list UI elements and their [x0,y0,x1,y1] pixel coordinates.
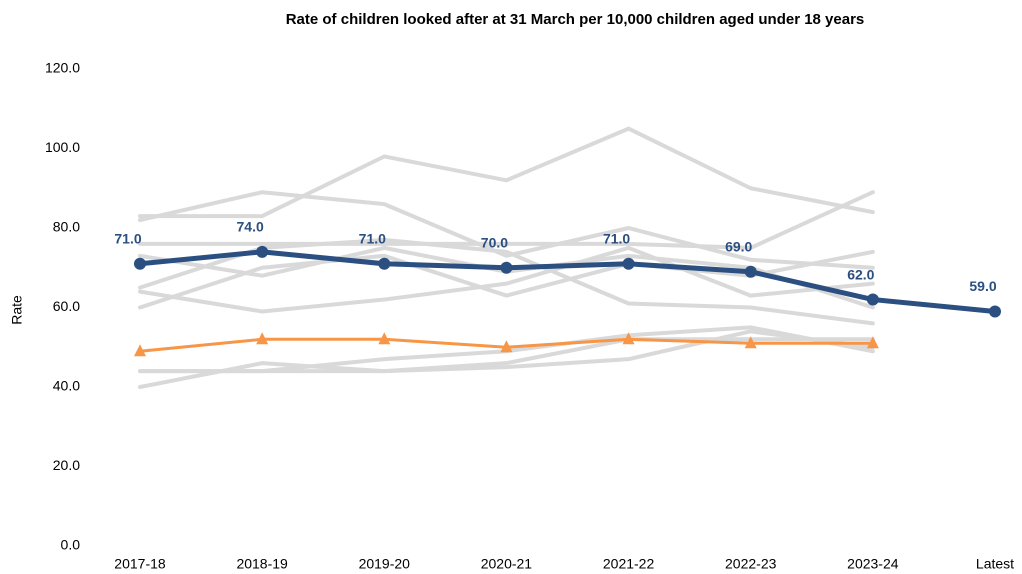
point [989,305,1001,318]
point [500,340,513,353]
data-label: 62.0 [847,266,874,282]
point [500,261,513,274]
series-line [137,249,998,314]
x-tick-label: 2017-18 [114,556,166,572]
point [744,336,757,349]
point [622,257,635,270]
point [256,245,269,258]
x-tick-label: 2021-22 [603,556,655,572]
x-tick-label: Latest [976,556,1014,572]
point [622,332,635,345]
point [866,293,879,306]
data-label: 71.0 [603,230,630,246]
chart-title: Rate of children looked after at 31 Marc… [286,11,865,28]
y-tick-label: 100.0 [45,139,80,155]
background-line [138,190,875,250]
y-tick-label: 60.0 [53,298,80,314]
background-line [138,126,875,219]
y-tick-label: 40.0 [53,378,80,394]
background-line [138,329,875,389]
point [378,332,391,345]
point [134,257,146,270]
data-label: 71.0 [359,230,386,246]
data-label: 70.0 [481,234,508,250]
background-line [138,190,875,270]
x-tick-label: 2019-20 [359,556,411,572]
x-tick-label: 2020-21 [481,556,533,572]
y-tick-label: 120.0 [45,60,80,76]
point [866,336,879,349]
point [256,332,269,345]
x-tick-label: 2018-19 [236,556,288,572]
y-tick-label: 80.0 [53,219,80,235]
x-tick-label: 2022-23 [725,556,777,572]
point [134,344,146,357]
point [744,265,757,278]
data-label: 59.0 [969,278,996,294]
data-label: 74.0 [237,219,264,235]
y-tick-label: 0.0 [61,537,81,553]
data-label: 69.0 [725,238,752,254]
point [378,257,391,270]
y-axis-label: Rate [9,295,25,325]
background-line [138,245,875,314]
data-label: 71.0 [114,230,141,246]
y-tick-label: 20.0 [53,457,80,473]
x-tick-label: 2023-24 [847,556,899,572]
